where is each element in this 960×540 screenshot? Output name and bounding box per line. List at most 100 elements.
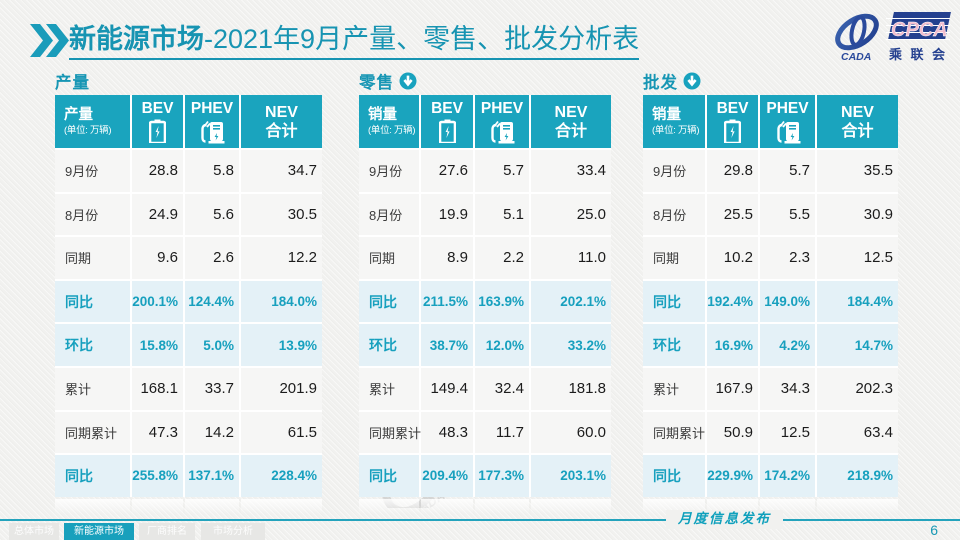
cell-phev: 12.5 bbox=[760, 411, 815, 454]
row-label: 同比 bbox=[55, 280, 130, 323]
tab-oem-ranking[interactable]: 厂商排名 bbox=[139, 523, 195, 540]
cell-phev: 11.7 bbox=[475, 411, 529, 454]
header-bev-label: BEV bbox=[141, 100, 174, 117]
cell-bev: 209.4% bbox=[421, 455, 473, 497]
cell-bev: 9.6 bbox=[132, 237, 183, 279]
header-unit: (单位: 万辆) bbox=[368, 124, 416, 136]
cell-bev: 38.7% bbox=[421, 324, 473, 366]
cell-nev: 25.0 bbox=[531, 193, 611, 236]
header-nev-label: NEV bbox=[841, 103, 874, 121]
header-cell-title: 销量 (单位: 万辆) bbox=[643, 95, 705, 148]
cell-nev: 184.0% bbox=[241, 280, 322, 323]
wholesale-table: 销量 (单位: 万辆) BEV PHEV NEV 合计 9月份 29.8 5.7 35.5 8月份 2… bbox=[643, 95, 898, 497]
header-phev-label: PHEV bbox=[480, 99, 524, 117]
table-reflection bbox=[55, 498, 322, 516]
cell-nev: 11.0 bbox=[531, 237, 611, 279]
cell-nev: 33.2% bbox=[531, 324, 611, 366]
cell-bev: 10.2 bbox=[707, 237, 758, 279]
header-nev-label: NEV bbox=[265, 103, 298, 121]
cell-nev: 61.5 bbox=[241, 411, 322, 454]
charging-station-icon bbox=[776, 120, 800, 143]
cell-bev: 50.9 bbox=[707, 411, 758, 454]
cell-phev: 177.3% bbox=[475, 455, 529, 497]
row-label: 同比 bbox=[643, 280, 705, 323]
cell-phev: 12.0% bbox=[475, 324, 529, 366]
battery-icon bbox=[438, 119, 456, 143]
cell-bev: 200.1% bbox=[132, 280, 183, 323]
cell-phev: 174.2% bbox=[760, 455, 815, 497]
title-chevrons-icon bbox=[30, 24, 69, 57]
logo-cada-text: CADA bbox=[841, 51, 871, 63]
row-label: 9月份 bbox=[643, 150, 705, 192]
header-title: 销量 bbox=[652, 106, 681, 123]
header-cell-nev: NEV 合计 bbox=[531, 95, 611, 148]
cell-phev: 2.6 bbox=[185, 237, 239, 279]
section-label: 零售 bbox=[359, 74, 394, 92]
cell-nev: 30.5 bbox=[241, 193, 322, 236]
header-title: 产量 bbox=[64, 106, 93, 123]
section-production: 产量 产量 (单位: 万辆) BEV PHEV NEV 合计 9月份 28.8 5.8 34.7 8… bbox=[55, 67, 322, 516]
footer-stamp: 月度信息发布 bbox=[666, 510, 783, 529]
cell-nev: 201.9 bbox=[241, 367, 322, 410]
header-phev-label: PHEV bbox=[766, 99, 809, 117]
cell-phev: 137.1% bbox=[185, 455, 239, 497]
tab-overall-market[interactable]: 总体市场 bbox=[9, 523, 59, 540]
row-label: 同比 bbox=[359, 455, 419, 497]
row-label: 环比 bbox=[359, 324, 419, 366]
cell-nev: 60.0 bbox=[531, 411, 611, 454]
row-label: 同期累计 bbox=[55, 411, 130, 454]
row-label: 环比 bbox=[55, 324, 130, 366]
cell-nev: 30.9 bbox=[817, 193, 898, 236]
section-label: 批发 bbox=[643, 74, 678, 92]
header-cell-phev: PHEV bbox=[760, 95, 815, 148]
header-nev-label2: 合计 bbox=[554, 122, 587, 140]
cell-nev: 228.4% bbox=[241, 455, 322, 497]
cell-bev: 29.8 bbox=[707, 150, 758, 192]
battery-icon bbox=[149, 119, 166, 143]
header-unit: (单位: 万辆) bbox=[652, 124, 700, 136]
cell-phev: 5.1 bbox=[475, 193, 529, 236]
cell-nev: 203.1% bbox=[531, 455, 611, 497]
cell-phev: 34.3 bbox=[760, 367, 815, 410]
cell-nev: 12.2 bbox=[241, 237, 322, 279]
row-label: 8月份 bbox=[359, 193, 419, 236]
cell-bev: 149.4 bbox=[421, 367, 473, 410]
row-label: 同比 bbox=[55, 455, 130, 497]
cell-phev: 124.4% bbox=[185, 280, 239, 323]
header-cell-bev: BEV bbox=[421, 95, 473, 148]
cell-phev: 5.5 bbox=[760, 193, 815, 236]
down-arrow-icon bbox=[683, 72, 701, 90]
tab-nev-market[interactable]: 新能源市场 bbox=[64, 523, 134, 540]
cell-bev: 27.6 bbox=[421, 150, 473, 192]
header-nev-label2: 合计 bbox=[841, 122, 874, 140]
section-retail: 零售 销量 (单位: 万辆) BEV PHEV NEV 合计 9月份 27.6 5.7 33.4 8… bbox=[359, 67, 611, 516]
header-cell-phev: PHEV bbox=[475, 95, 529, 148]
section-wholesale: 批发 销量 (单位: 万辆) BEV PHEV NEV 合计 9月份 29.8 5.7 35.5 8… bbox=[643, 67, 898, 516]
cell-bev: 255.8% bbox=[132, 455, 183, 497]
cell-nev: 202.1% bbox=[531, 280, 611, 323]
row-label: 环比 bbox=[643, 324, 705, 366]
cell-bev: 211.5% bbox=[421, 280, 473, 323]
cell-phev: 4.2% bbox=[760, 324, 815, 366]
header-cell-title: 产量 (单位: 万辆) bbox=[55, 95, 130, 148]
cell-nev: 13.9% bbox=[241, 324, 322, 366]
page-title: 新能源市场-2021年9月产量、零售、批发分析表 bbox=[69, 22, 640, 60]
production-table: 产量 (单位: 万辆) BEV PHEV NEV 合计 9月份 28.8 5.8 34.7 8月份 2… bbox=[55, 95, 322, 497]
cell-bev: 168.1 bbox=[132, 367, 183, 410]
charging-station-icon bbox=[201, 120, 225, 143]
cell-nev: 33.4 bbox=[531, 150, 611, 192]
header-cell-nev: NEV 合计 bbox=[817, 95, 898, 148]
row-label: 同期累计 bbox=[359, 411, 421, 454]
tab-market-analysis[interactable]: 市场分析 bbox=[201, 523, 265, 540]
cell-nev: 202.3 bbox=[817, 367, 898, 410]
cell-bev: 47.3 bbox=[132, 411, 183, 454]
row-label: 累计 bbox=[359, 367, 419, 410]
header-phev-label: PHEV bbox=[190, 99, 234, 117]
footer-divider bbox=[0, 519, 960, 521]
cell-phev: 32.4 bbox=[475, 367, 529, 410]
row-label: 同期 bbox=[643, 237, 705, 279]
section-label: 产量 bbox=[55, 74, 90, 92]
cell-phev: 33.7 bbox=[185, 367, 239, 410]
cell-phev: 2.3 bbox=[760, 237, 815, 279]
table-reflection bbox=[359, 498, 611, 516]
